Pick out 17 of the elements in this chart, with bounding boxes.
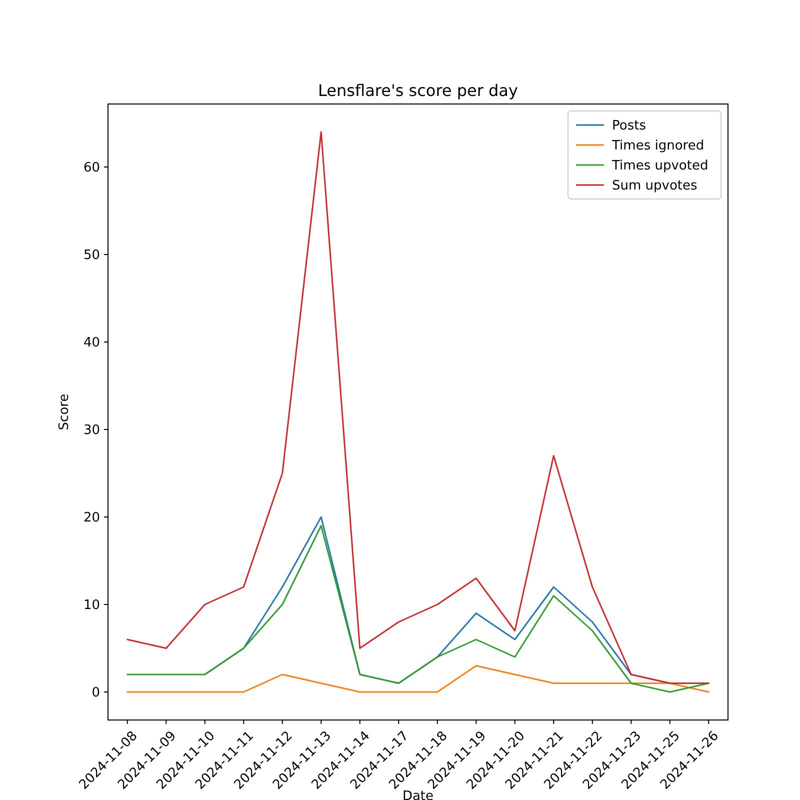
y-tick-label: 20: [83, 510, 100, 526]
legend-label: Sum upvotes: [612, 178, 698, 194]
line-series: [126, 525, 710, 693]
line-series: [126, 131, 710, 684]
legend-label: Times ignored: [611, 138, 704, 154]
x-axis-title: Date: [402, 789, 434, 800]
chart-title: Lensflare's score per day: [318, 81, 518, 100]
y-tick-label: 0: [92, 686, 100, 701]
y-tick-label: 50: [83, 248, 100, 264]
y-tick-label: 60: [83, 160, 100, 176]
legend-label: Times upvoted: [611, 158, 708, 174]
y-tick-label: 40: [83, 336, 100, 351]
legend-label: Posts: [612, 118, 646, 134]
y-tick-label: 10: [83, 598, 100, 614]
line-series: [126, 665, 710, 693]
y-tick-label: 30: [83, 423, 100, 438]
y-axis-title: Score: [57, 394, 72, 430]
